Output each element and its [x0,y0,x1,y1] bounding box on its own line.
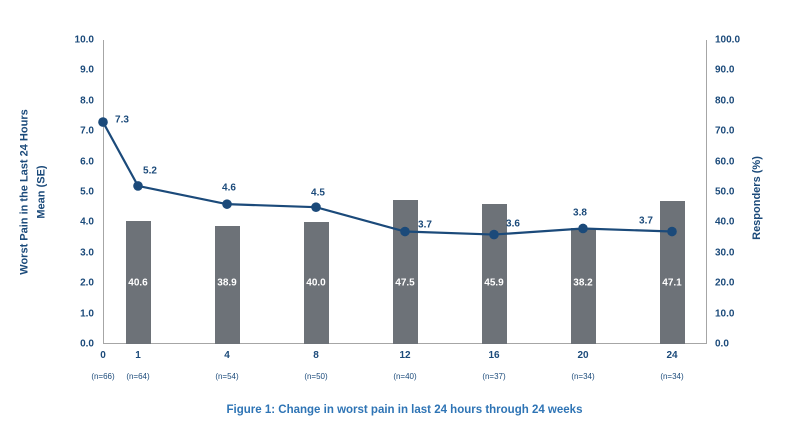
pain-line-svg [98,117,677,240]
right-axis-tick-label: 30.0 [715,247,735,259]
right-axis-line [706,40,707,344]
left-axis-line [103,40,104,344]
right-axis-tick-label: 50.0 [715,186,735,198]
right-axis-title: Responders (%) [750,156,763,240]
responder-bar-value: 40.0 [306,277,326,289]
x-axis-n-label: (n=37) [482,372,506,381]
right-axis-tick-label: 90.0 [715,64,735,76]
left-axis-tick-label: 3.0 [80,247,94,259]
pain-point-value: 3.7 [639,215,653,227]
left-axis-title-line2: Mean (SE) [35,165,47,219]
responder-bar-value: 40.6 [128,277,148,289]
pain-point-value: 3.7 [418,219,432,231]
x-axis-n-label: (n=50) [304,372,328,381]
left-axis-tick-label: 4.0 [80,216,94,228]
responder-bar-value: 38.2 [573,277,593,289]
right-axis-tick-label: 40.0 [715,216,735,228]
pain-line-marker [578,223,588,234]
responder-bar-value: 47.5 [395,277,415,289]
x-axis-n-label: (n=54) [215,372,239,381]
x-axis-n-label: (n=34) [660,372,684,381]
x-axis-week-label: 20 [577,350,589,361]
x-axis-week-label: 1 [135,350,141,361]
x-axis-week-label: 8 [313,350,319,361]
pain-line-marker [98,117,108,127]
responder-bar-value: 45.9 [484,277,504,289]
responder-bar [303,222,329,344]
pain-line-marker [311,202,321,212]
x-axis-n-label: (n=66) [91,372,115,381]
pain-line-marker [667,226,677,237]
pain-line-marker [400,226,410,237]
x-axis-week-label: 4 [224,350,230,361]
x-axis-week-label: 12 [399,350,411,361]
left-axis-tick-label: 9.0 [80,64,94,76]
right-axis-tick-label: 10.0 [715,308,735,320]
x-axis-n-label: (n=40) [393,372,417,381]
pain-point-value: 7.3 [115,114,129,126]
left-axis-tick-label: 1.0 [80,308,94,320]
pain-point-value: 4.6 [222,182,236,194]
x-axis-n-label: (n=34) [571,372,595,381]
left-axis-title-line1: Worst Pain in the Last 24 Hours [18,109,31,275]
responder-bar [214,225,240,344]
x-axis-n-label: (n=64) [126,372,150,381]
left-axis-tick-label: 10.0 [74,34,94,46]
x-axis-week-label: 16 [488,350,500,361]
pain-line-marker [222,199,232,209]
pain-line-marker [133,181,143,191]
right-axis-tick-label: 70.0 [715,125,735,137]
right-axis-tick-label: 0.0 [715,338,729,350]
responder-bar [481,204,507,344]
pain-point-value: 4.5 [311,187,325,199]
left-axis-tick-label: 2.0 [80,277,94,289]
figure-caption: Figure 1: Change in worst pain in last 2… [226,404,583,416]
plot-area: 40.6 38.9 40.0 47.5 45.9 38.2 47.1 10.0 9.0 8.0 7… [75,35,741,382]
x-axis-week-label: 0 [100,350,106,361]
right-axis-tick-label: 60.0 [715,156,735,168]
left-axis-tick-label: 8.0 [80,95,94,107]
pain-line-path [102,121,673,236]
responder-bar [392,199,418,344]
right-axis-tick-label: 80.0 [715,95,735,107]
x-axis-week-label: 24 [666,350,678,361]
left-axis-tick-label: 7.0 [80,125,94,137]
responder-bar [125,220,151,344]
pain-point-value: 5.2 [143,165,157,177]
left-axis-tick-label: 0.0 [80,338,94,350]
pain-point-value: 3.8 [573,207,587,219]
responder-bar-value: 38.9 [217,277,237,289]
left-axis-tick-label: 5.0 [80,186,94,198]
left-axis-tick-label: 6.0 [80,156,94,168]
pain-point-value: 3.6 [506,218,520,230]
left-axis-title: Worst Pain in the Last 24 Hours Mean (SE… [17,109,50,274]
responder-bar [570,227,596,344]
responder-bar-value: 47.1 [662,277,682,289]
responder-bar [659,200,685,344]
right-axis-tick-label: 20.0 [715,277,735,289]
right-axis-tick-label: 100.0 [715,34,741,46]
pain-line-marker [489,229,499,240]
